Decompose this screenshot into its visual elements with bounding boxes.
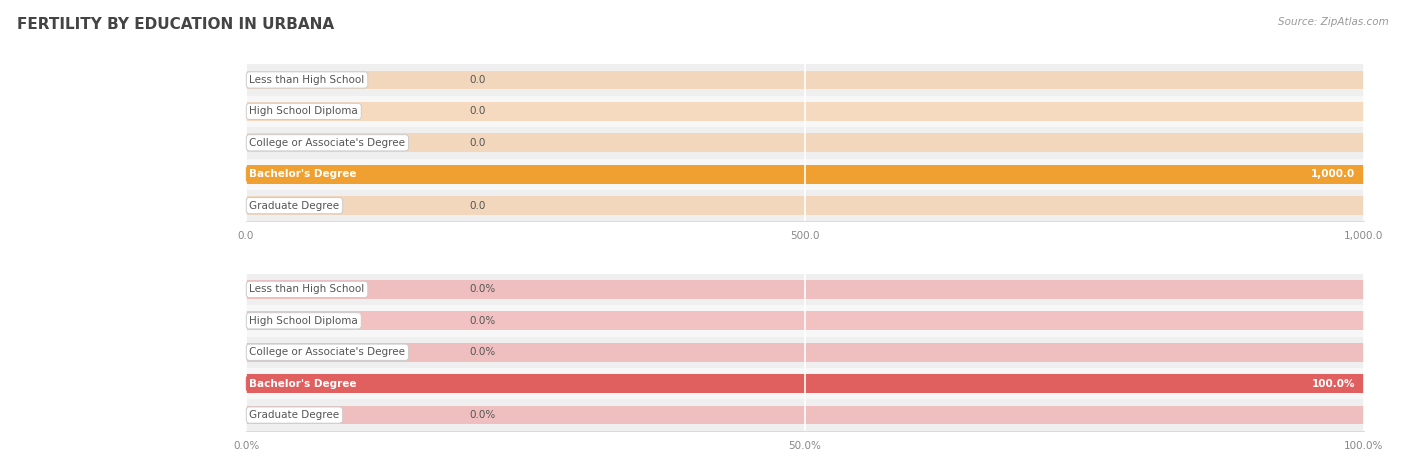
Bar	[246, 165, 1364, 184]
Text: High School Diploma: High School Diploma	[249, 316, 359, 326]
Text: 0.0%: 0.0%	[470, 316, 496, 326]
Text: 0.0: 0.0	[470, 138, 486, 148]
Text: Source: ZipAtlas.com: Source: ZipAtlas.com	[1278, 17, 1389, 27]
Bar	[246, 159, 1364, 190]
Text: Less than High School: Less than High School	[249, 284, 364, 295]
Bar	[246, 280, 1364, 299]
Bar	[246, 343, 1364, 362]
Text: 0.0: 0.0	[470, 106, 486, 117]
Text: 0.0%: 0.0%	[470, 410, 496, 420]
Text: 0.0: 0.0	[470, 200, 486, 211]
Text: Graduate Degree: Graduate Degree	[249, 200, 339, 211]
Text: High School Diploma: High School Diploma	[249, 106, 359, 117]
Bar	[246, 96, 1364, 127]
Bar	[246, 64, 1364, 96]
Bar	[246, 196, 1364, 215]
Bar	[246, 274, 1364, 305]
Text: Bachelor's Degree: Bachelor's Degree	[249, 169, 357, 179]
Text: FERTILITY BY EDUCATION IN URBANA: FERTILITY BY EDUCATION IN URBANA	[17, 17, 335, 32]
Text: Less than High School: Less than High School	[249, 75, 364, 85]
Bar	[246, 102, 1364, 121]
Bar	[246, 337, 1364, 368]
Text: College or Associate's Degree: College or Associate's Degree	[249, 138, 405, 148]
Text: 1,000.0: 1,000.0	[1310, 169, 1355, 179]
Text: 0.0%: 0.0%	[470, 284, 496, 295]
Text: College or Associate's Degree: College or Associate's Degree	[249, 347, 405, 357]
Bar	[246, 165, 1364, 184]
Bar	[246, 305, 1364, 337]
Bar	[246, 133, 1364, 152]
Bar	[246, 406, 1364, 425]
Bar	[246, 127, 1364, 159]
Bar	[246, 368, 1364, 399]
Bar	[246, 311, 1364, 330]
Text: 100.0%: 100.0%	[1312, 378, 1355, 389]
Text: 0.0: 0.0	[470, 75, 486, 85]
Bar	[246, 70, 1364, 89]
Bar	[246, 374, 1364, 393]
Bar	[246, 399, 1364, 431]
Bar	[246, 374, 1364, 393]
Text: 0.0%: 0.0%	[470, 347, 496, 357]
Text: Graduate Degree: Graduate Degree	[249, 410, 339, 420]
Bar	[246, 190, 1364, 221]
Text: Bachelor's Degree: Bachelor's Degree	[249, 378, 357, 389]
